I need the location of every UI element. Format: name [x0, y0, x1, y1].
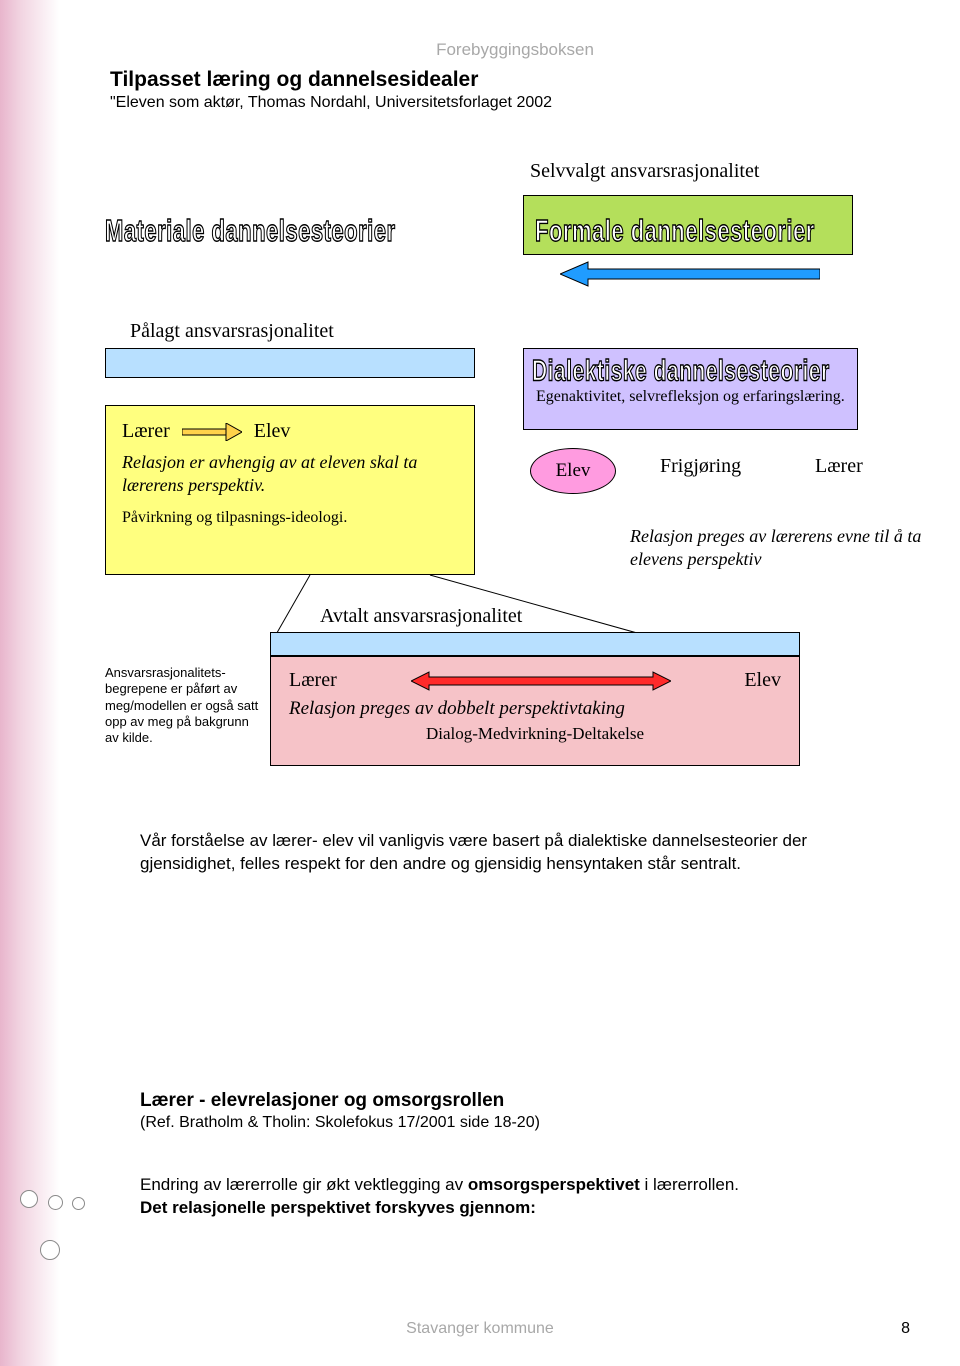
- para-mid: Vår forståelse av lærer- elev vil vanlig…: [140, 830, 880, 876]
- pink-elev: Elev: [744, 669, 781, 692]
- box-pink: Lærer Elev Relasjon preges av dobbelt pe…: [270, 656, 800, 766]
- ellipse-elev: Elev: [530, 448, 616, 494]
- bar-avtalt: [270, 632, 800, 656]
- pink-line3: Dialog-Medvirkning-Deltakelse: [289, 724, 781, 744]
- bubble-3: [72, 1197, 85, 1210]
- pink-laerer: Lærer: [289, 669, 337, 692]
- section2-p1c: i lærerrollen.: [640, 1175, 739, 1194]
- heading-dialektiske: Dialektiske dannelsesteorier: [532, 355, 830, 389]
- kicker: Forebyggingsboksen: [110, 40, 920, 60]
- heading-materiale: Materiale dannelsesteorier: [105, 213, 396, 249]
- section2-p1b: omsorgsperspektivet: [468, 1175, 640, 1194]
- label-laerer-right: Lærer: [815, 455, 863, 478]
- label-avtalt: Avtalt ansvarsrasjonalitet: [320, 605, 522, 628]
- section-2: Lærer - elevrelasjoner og omsorgsrollen …: [140, 1090, 900, 1220]
- arrow-red-double: [411, 671, 671, 691]
- note-right: Relasjon preges av lærerens evne til å t…: [630, 525, 950, 572]
- section2-body: Endring av lærerrolle gir økt vektleggin…: [140, 1174, 900, 1220]
- yellow-line2: Relasjon er avhengig av at eleven skal t…: [122, 451, 458, 498]
- note-left: Ansvarsrasjonalitets-begrepene er påført…: [105, 665, 260, 746]
- arrow-blue-left: [560, 260, 820, 288]
- yellow-laerer: Lærer: [122, 420, 170, 443]
- section2-ref: (Ref. Bratholm & Tholin: Skolefokus 17/2…: [140, 1114, 900, 1132]
- page-title: Tilpasset læring og dannelsesidealer: [110, 68, 920, 92]
- left-spine: [0, 0, 85, 1366]
- page-number: 8: [901, 1320, 910, 1338]
- page-subtitle: "Eleven som aktør, Thomas Nordahl, Unive…: [110, 94, 920, 112]
- label-selvvalgt: Selvvalgt ansvarsrasjonalitet: [530, 160, 759, 183]
- footer: Stavanger kommune: [0, 1320, 960, 1338]
- page-header: Forebyggingsboksen Tilpasset læring og d…: [110, 40, 920, 112]
- label-palagt: Pålagt ansvarsrasjonalitet: [130, 320, 334, 343]
- bar-palagt: [105, 348, 475, 378]
- box-laerer-elev: Lærer Elev Relasjon er avhengig av at el…: [105, 405, 475, 575]
- ellipse-elev-text: Elev: [556, 460, 591, 482]
- yellow-elev: Elev: [254, 420, 291, 443]
- section2-p1a: Endring av lærerrolle gir økt vektleggin…: [140, 1175, 468, 1194]
- bubble-4: [40, 1240, 60, 1260]
- label-frigjoring: Frigjøring: [660, 455, 741, 478]
- bubble-1: [20, 1190, 38, 1208]
- heading-formale: Formale dannelsesteorier: [535, 213, 815, 249]
- section2-heading: Lærer - elevrelasjoner og omsorgsrollen: [140, 1090, 900, 1112]
- yellow-line3: Påvirkning og tilpasnings-ideologi.: [122, 508, 458, 528]
- bubble-2: [48, 1195, 63, 1210]
- pink-line2: Relasjon preges av dobbelt perspektivtak…: [289, 698, 781, 720]
- arrow-yellow-small: [182, 423, 242, 441]
- section2-p2: Det relasjonelle perspektivet forskyves …: [140, 1198, 536, 1217]
- text-dialektiske: Egenaktivitet, selvrefleksjon og erfarin…: [536, 387, 845, 407]
